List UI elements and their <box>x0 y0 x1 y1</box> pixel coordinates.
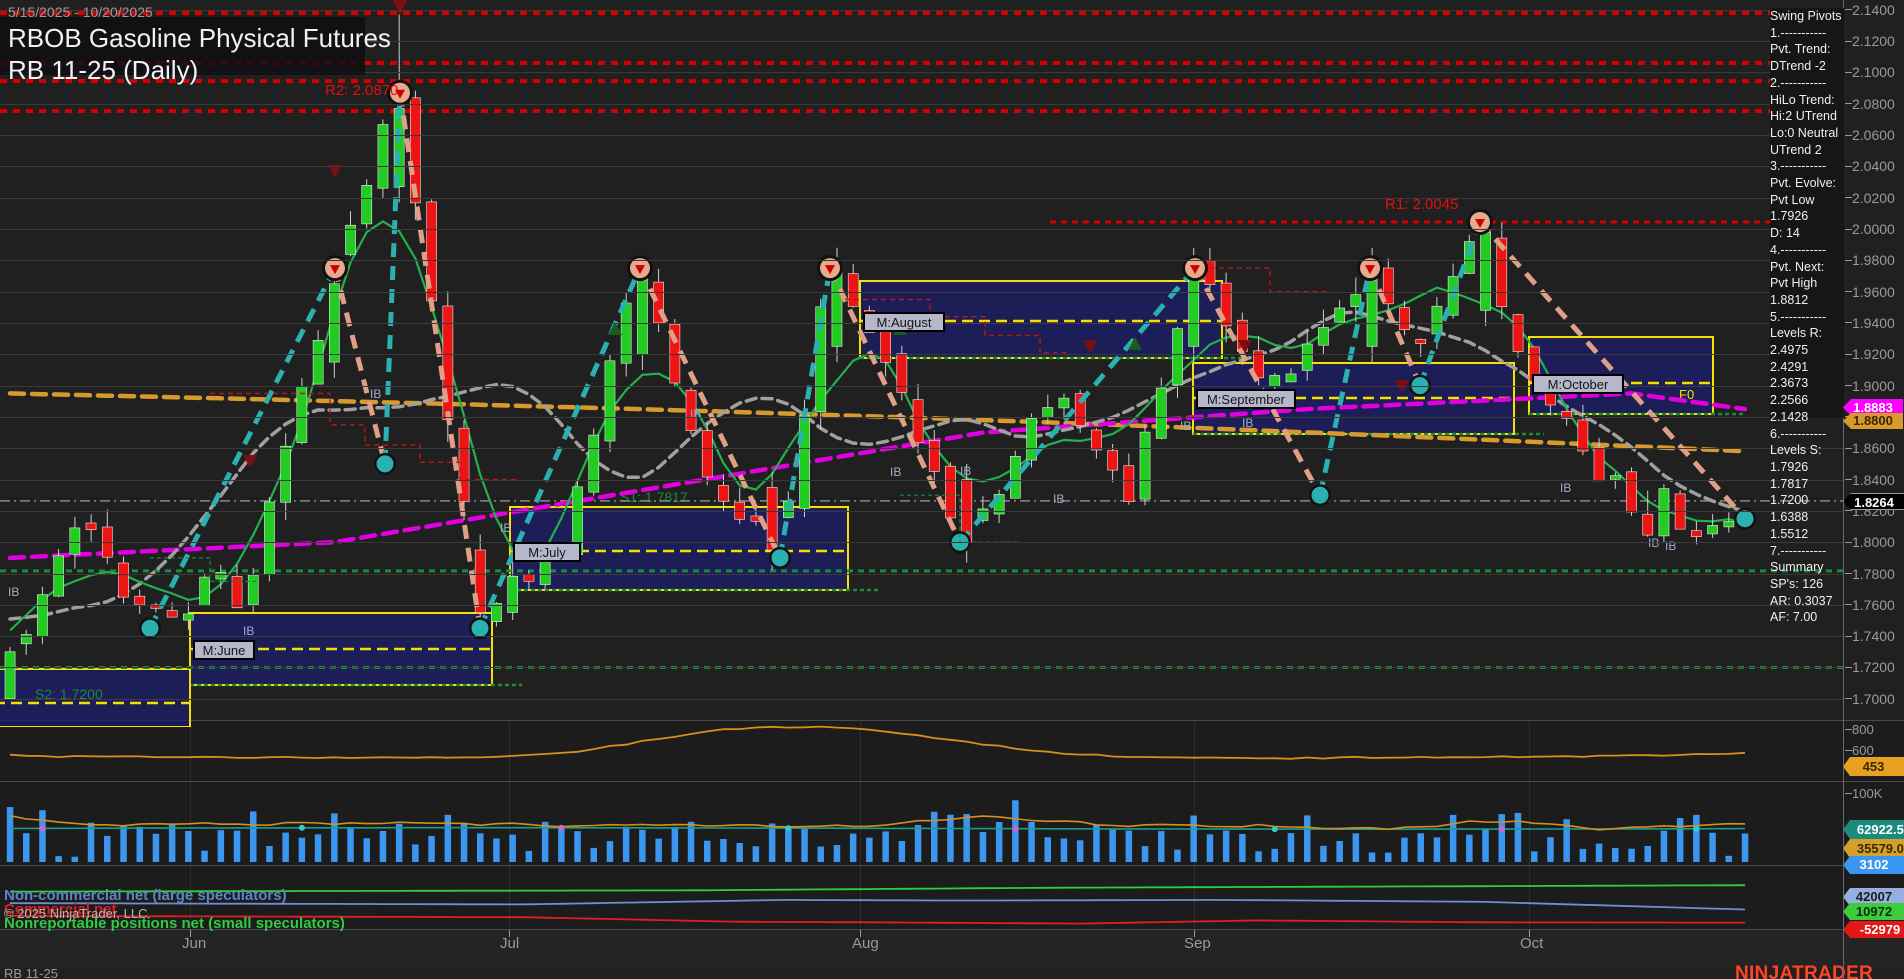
svg-text:IB: IB <box>960 464 971 478</box>
svg-text:IB: IB <box>8 585 19 599</box>
svg-text:IB: IB <box>500 521 511 535</box>
svg-text:IB: IB <box>890 465 901 479</box>
svg-text:IB: IB <box>1560 481 1571 495</box>
svg-text:IB: IB <box>690 407 701 421</box>
svg-text:IB: IB <box>1053 492 1064 506</box>
svg-text:IB: IB <box>1180 419 1191 433</box>
svg-text:IB: IB <box>1665 539 1676 553</box>
svg-text:IB: IB <box>1242 416 1253 430</box>
svg-text:IB: IB <box>370 387 381 401</box>
